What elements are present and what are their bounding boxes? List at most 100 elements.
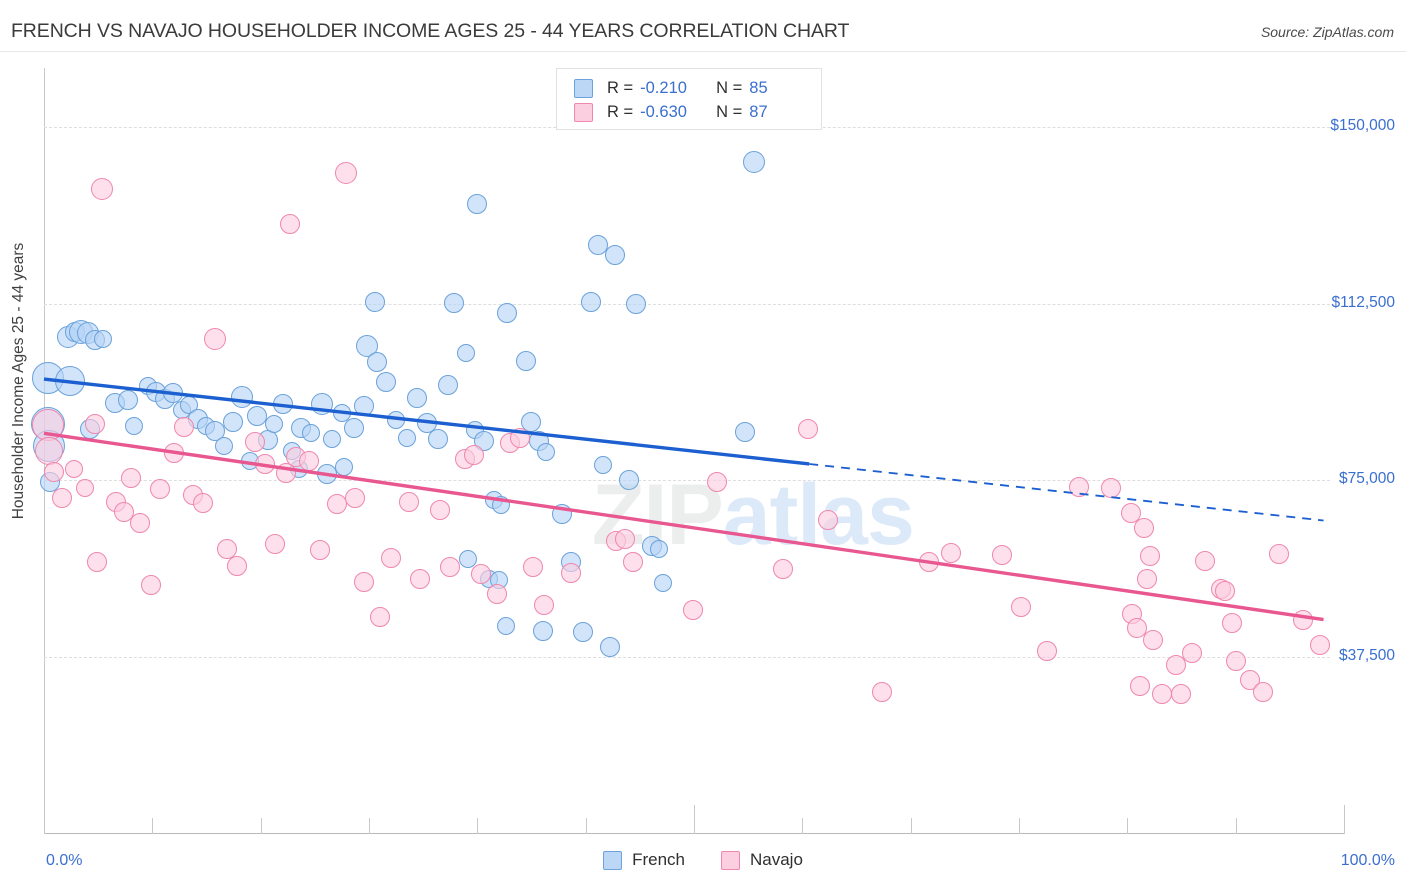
data-point-navajo[interactable] (509, 428, 530, 449)
data-point-navajo[interactable] (706, 471, 727, 492)
data-point-navajo[interactable] (140, 575, 161, 596)
data-point-navajo[interactable] (163, 443, 184, 464)
data-point-french[interactable] (367, 351, 388, 372)
data-point-navajo[interactable] (76, 478, 95, 497)
data-point-french[interactable] (427, 428, 448, 449)
data-point-french[interactable] (496, 616, 515, 635)
data-point-navajo[interactable] (1253, 681, 1274, 702)
data-point-navajo[interactable] (1165, 654, 1186, 675)
data-point-french[interactable] (599, 637, 620, 658)
data-point-navajo[interactable] (279, 214, 300, 235)
data-point-french[interactable] (334, 457, 353, 476)
data-point-navajo[interactable] (52, 487, 72, 508)
data-point-navajo[interactable] (409, 568, 430, 589)
data-point-french[interactable] (387, 410, 406, 429)
data-point-french[interactable] (54, 365, 85, 396)
data-point-french[interactable] (437, 375, 458, 396)
data-point-navajo[interactable] (1011, 596, 1032, 617)
data-point-french[interactable] (310, 392, 333, 415)
data-point-french[interactable] (302, 423, 321, 442)
data-point-french[interactable] (406, 388, 427, 409)
data-point-navajo[interactable] (1069, 477, 1090, 498)
data-point-navajo[interactable] (265, 534, 286, 555)
data-point-french[interactable] (231, 386, 254, 409)
data-point-navajo[interactable] (149, 478, 170, 499)
data-point-navajo[interactable] (1101, 478, 1122, 499)
data-point-navajo[interactable] (90, 178, 113, 201)
data-point-navajo[interactable] (1129, 676, 1150, 697)
data-point-navajo[interactable] (818, 509, 839, 530)
data-point-french[interactable] (653, 573, 672, 592)
data-point-navajo[interactable] (85, 413, 106, 434)
data-point-navajo[interactable] (244, 431, 265, 452)
data-point-french[interactable] (604, 245, 625, 266)
data-point-navajo[interactable] (440, 557, 461, 578)
data-point-navajo[interactable] (1222, 613, 1243, 634)
data-point-navajo[interactable] (992, 544, 1013, 565)
data-point-navajo[interactable] (1037, 641, 1058, 662)
data-point-french[interactable] (580, 292, 601, 313)
data-point-navajo[interactable] (174, 416, 195, 437)
data-point-navajo[interactable] (918, 552, 939, 572)
data-point-navajo[interactable] (1195, 550, 1216, 571)
data-point-french[interactable] (491, 495, 510, 514)
data-point-french[interactable] (265, 415, 284, 434)
data-point-navajo[interactable] (1170, 684, 1191, 705)
data-point-navajo[interactable] (354, 572, 375, 593)
data-point-navajo[interactable] (615, 528, 636, 549)
data-point-french[interactable] (496, 303, 517, 324)
data-point-navajo[interactable] (399, 492, 420, 513)
data-point-french[interactable] (516, 350, 537, 371)
data-point-navajo[interactable] (327, 493, 348, 514)
data-point-french[interactable] (594, 456, 613, 475)
data-point-navajo[interactable] (381, 548, 402, 569)
data-point-french[interactable] (444, 293, 465, 314)
data-point-navajo[interactable] (1268, 543, 1289, 564)
data-point-navajo[interactable] (1214, 580, 1235, 601)
data-point-navajo[interactable] (335, 161, 358, 184)
data-point-french[interactable] (323, 430, 342, 449)
data-point-navajo[interactable] (1292, 609, 1313, 630)
data-point-french[interactable] (467, 194, 488, 215)
data-point-navajo[interactable] (369, 606, 390, 627)
data-point-navajo[interactable] (298, 450, 319, 471)
data-point-navajo[interactable] (1151, 683, 1172, 704)
data-point-navajo[interactable] (345, 488, 366, 509)
data-point-french[interactable] (456, 344, 475, 363)
data-point-french[interactable] (649, 540, 668, 559)
data-point-navajo[interactable] (463, 445, 484, 465)
data-point-navajo[interactable] (226, 555, 247, 576)
data-point-french[interactable] (223, 411, 244, 432)
data-point-french[interactable] (619, 470, 640, 491)
data-point-french[interactable] (125, 417, 144, 436)
data-point-navajo[interactable] (797, 419, 818, 440)
data-point-navajo[interactable] (86, 551, 107, 572)
data-point-navajo[interactable] (1139, 546, 1160, 567)
data-point-navajo[interactable] (44, 461, 65, 482)
data-point-navajo[interactable] (622, 552, 643, 573)
data-point-navajo[interactable] (561, 563, 582, 584)
data-point-navajo[interactable] (1142, 629, 1163, 650)
data-point-french[interactable] (273, 394, 294, 415)
data-point-french[interactable] (625, 294, 646, 315)
data-point-navajo[interactable] (534, 594, 555, 615)
data-point-french[interactable] (532, 621, 553, 642)
data-point-french[interactable] (215, 437, 234, 456)
data-point-french[interactable] (343, 418, 364, 439)
data-point-navajo[interactable] (35, 436, 64, 465)
data-point-navajo[interactable] (872, 681, 893, 702)
data-point-navajo[interactable] (1137, 568, 1158, 589)
data-point-french[interactable] (94, 329, 113, 348)
data-point-navajo[interactable] (522, 556, 543, 577)
data-point-navajo[interactable] (130, 513, 151, 534)
data-point-navajo[interactable] (255, 453, 276, 474)
legend-item-french[interactable]: French (603, 850, 685, 870)
data-point-french[interactable] (536, 442, 555, 461)
data-point-french[interactable] (588, 234, 609, 255)
data-point-navajo[interactable] (193, 492, 214, 513)
data-point-french[interactable] (355, 335, 378, 358)
data-point-navajo[interactable] (1182, 642, 1203, 663)
data-point-navajo[interactable] (1226, 651, 1247, 672)
data-point-french[interactable] (734, 421, 755, 442)
data-point-navajo[interactable] (1309, 634, 1330, 655)
